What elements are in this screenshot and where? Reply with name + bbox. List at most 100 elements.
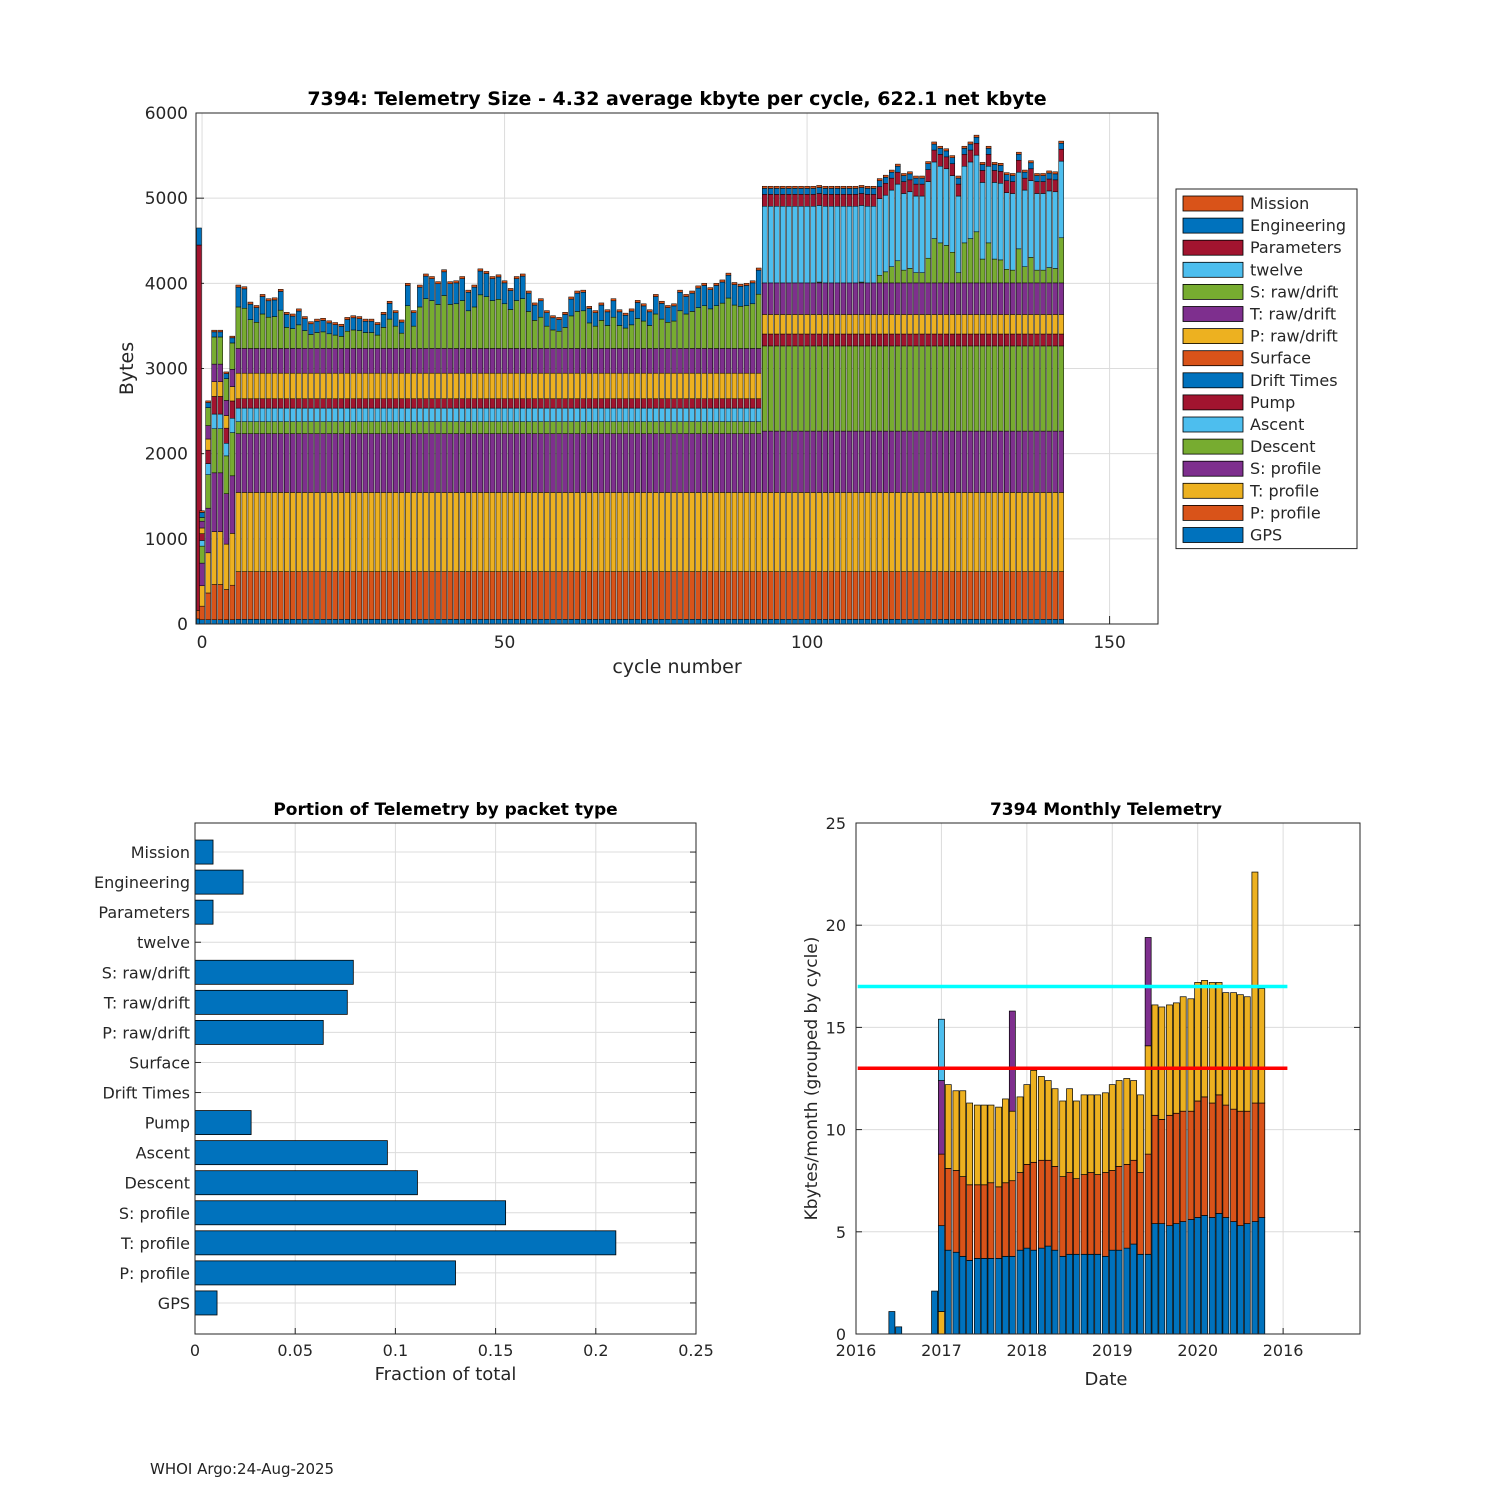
bar-segment: [883, 177, 889, 184]
bar-segment: [943, 492, 949, 572]
bar-segment: [592, 492, 599, 572]
bar-segment: [465, 348, 471, 374]
bar-segment: [979, 345, 986, 432]
legend-swatch: [1182, 416, 1244, 433]
bar-segment: [211, 396, 217, 415]
bar-segment: [247, 372, 254, 399]
bar-segment: [1094, 1094, 1102, 1175]
bar-segment: [386, 398, 393, 409]
bar-segment: [423, 571, 429, 620]
bar-segment: [604, 372, 611, 399]
bar-segment: [665, 571, 671, 620]
bar-segment: [374, 324, 381, 336]
bar-segment: [1010, 345, 1016, 432]
bar-segment: [683, 296, 689, 315]
bar-segment: [320, 571, 326, 620]
bar-segment: [955, 314, 962, 335]
bar-segment: [883, 271, 889, 284]
y-tick-label: 5000: [145, 189, 188, 209]
category-label: Ascent: [136, 1144, 190, 1163]
bar-segment: [985, 333, 992, 347]
x-tick-label: 0: [197, 633, 208, 653]
bar-segment: [725, 348, 732, 374]
bar-segment: [786, 194, 792, 207]
bar-segment: [774, 188, 780, 195]
bar-segment: [211, 413, 217, 430]
bar-segment: [991, 314, 998, 335]
bar-segment: [314, 571, 320, 620]
bar-segment: [562, 348, 568, 374]
bar-segment: [205, 463, 211, 475]
bar-segment: [417, 306, 423, 349]
bar-segment: [550, 398, 556, 409]
bar-segment: [380, 372, 387, 399]
bar-segment: [344, 319, 350, 332]
bar-segment: [1208, 982, 1216, 1104]
bar-segment: [907, 571, 913, 620]
x-tick-label: 0.05: [277, 1341, 313, 1360]
bar-segment: [592, 348, 599, 374]
bar-segment: [344, 492, 350, 572]
bar-segment: [858, 314, 865, 335]
bar-segment: [755, 293, 762, 349]
bar-segment: [731, 571, 738, 620]
bar-segment: [749, 303, 756, 349]
bar-segment: [743, 433, 750, 493]
bar-segment: [1034, 175, 1040, 182]
bar-segment: [386, 318, 393, 349]
bar-segment: [895, 282, 901, 315]
bar-segment: [798, 282, 804, 315]
bar-segment: [598, 433, 605, 493]
x-tick-label: 100: [791, 633, 823, 653]
bar-segment: [296, 348, 302, 374]
bar-segment: [743, 619, 750, 625]
bar-segment: [532, 398, 538, 409]
bar-segment: [483, 271, 490, 274]
bar-segment: [1002, 1255, 1009, 1335]
bar-segment: [332, 398, 338, 409]
bar-segment: [308, 571, 314, 620]
bar-segment: [435, 421, 441, 434]
bar-segment: [290, 492, 296, 572]
bar-segment: [870, 185, 877, 189]
bar-segment: [997, 619, 1004, 625]
bar-segment: [483, 296, 490, 349]
bar-segment: [834, 206, 841, 284]
bar: [194, 1170, 418, 1196]
bar-segment: [883, 345, 889, 432]
bar-segment: [671, 571, 677, 620]
bar-segment: [447, 492, 453, 572]
bar-segment: [1023, 1163, 1031, 1249]
bar-segment: [997, 345, 1004, 432]
bar-segment: [665, 307, 671, 323]
bar-segment: [919, 333, 925, 347]
bar-segment: [592, 372, 599, 399]
bar-segment: [229, 369, 236, 387]
bar-segment: [253, 492, 260, 572]
bar-segment: [731, 348, 738, 374]
x-axis-label: cycle number: [612, 656, 741, 678]
bar-segment: [640, 492, 647, 572]
bar-segment: [471, 433, 478, 493]
bar-segment: [798, 430, 804, 493]
bar-segment: [586, 306, 593, 309]
bar-segment: [344, 398, 350, 409]
legend-label: Parameters: [1250, 238, 1342, 257]
bar-segment: [780, 206, 786, 284]
bar-segment: [350, 492, 357, 572]
bar-segment: [211, 472, 217, 532]
bar-segment: [713, 285, 720, 306]
bar-segment: [405, 372, 411, 399]
bar-segment: [284, 327, 290, 349]
bar-segment: [1123, 1247, 1131, 1335]
bar-segment: [901, 181, 907, 194]
bar-segment: [332, 334, 338, 349]
bar-segment: [259, 296, 266, 315]
bar-segment: [320, 331, 326, 349]
bar-segment: [858, 333, 865, 347]
bar-segment: [707, 407, 714, 422]
bar-segment: [411, 398, 417, 409]
bar-segment: [774, 571, 780, 620]
bar-segment: [259, 372, 266, 399]
bar-segment: [562, 372, 568, 399]
